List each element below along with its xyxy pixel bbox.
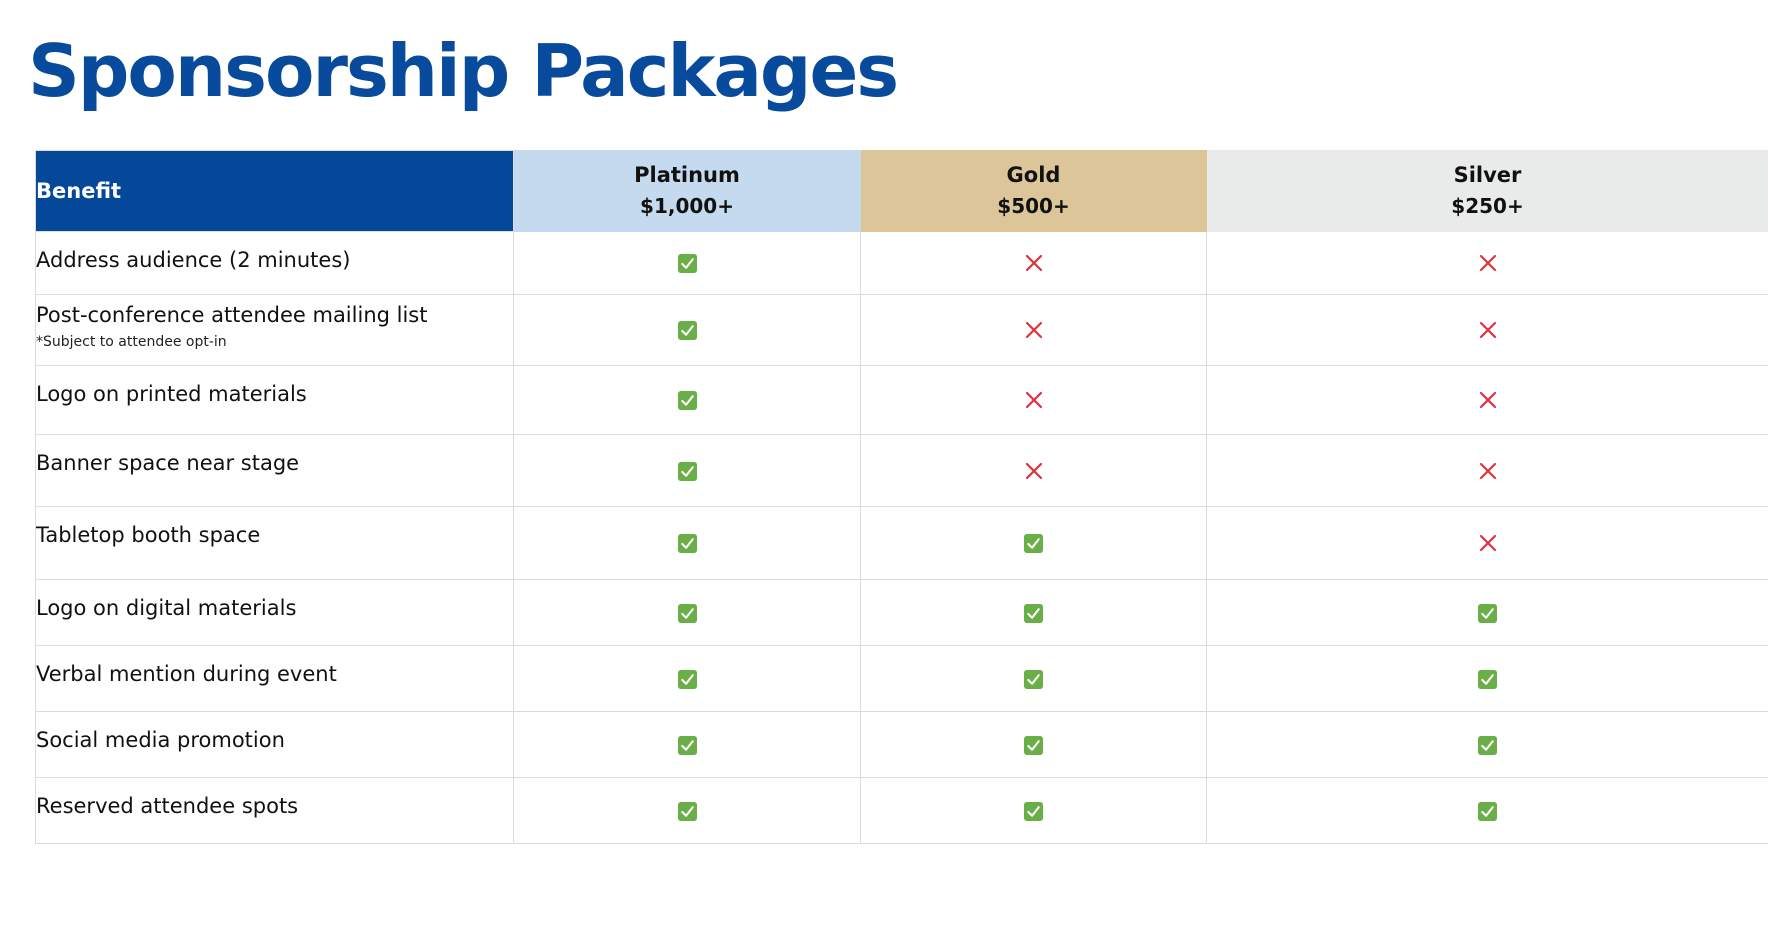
tier-header-silver: Silver $250+: [1206, 150, 1768, 232]
benefit-cell: Post-conference attendee mailing list *Su…: [35, 294, 514, 366]
benefit-label: Logo on printed materials: [36, 382, 307, 406]
benefit-label: Post-conference attendee mailing list: [36, 303, 428, 327]
check-box-icon: [1478, 735, 1497, 755]
tier-mark-cell: [513, 434, 861, 507]
check-box-icon: [1478, 801, 1497, 821]
cross-icon: [1479, 535, 1496, 552]
benefit-label: Tabletop booth space: [36, 523, 261, 547]
page-title: Sponsorship Packages: [28, 29, 899, 113]
tier-name: Platinum: [634, 163, 740, 187]
check-box-icon: [677, 321, 697, 340]
table-row: Address audience (2 minutes): [35, 231, 1768, 295]
table-row: Banner space near stage: [35, 434, 1768, 507]
benefit-label: Verbal mention during event: [36, 662, 337, 686]
tier-mark-cell: [1206, 434, 1768, 507]
tier-mark-cell: [1206, 506, 1768, 580]
benefit-note: *Subject to attendee opt-in: [36, 334, 227, 350]
tier-name: Gold: [1006, 163, 1061, 187]
benefit-cell: Verbal mention during event: [35, 645, 514, 712]
check-box-icon: [1024, 603, 1043, 623]
tier-header-platinum: Platinum $1,000+: [513, 150, 861, 232]
tier-mark-cell: [1206, 294, 1768, 366]
table-row: Reserved attendee spots: [35, 777, 1768, 844]
benefit-cell: Reserved attendee spots: [35, 777, 514, 844]
check-box-icon: [1024, 669, 1043, 689]
cross-icon: [1479, 392, 1496, 409]
benefit-cell: Banner space near stage: [35, 434, 514, 507]
tier-mark-cell: [860, 711, 1207, 778]
tier-name: Silver: [1453, 163, 1522, 187]
table-header-row: Benefit Platinum $1,000+ Gold $500+ Silv…: [35, 150, 1768, 232]
tier-mark-cell: [513, 579, 861, 646]
check-box-icon: [677, 603, 697, 623]
tier-mark-cell: [513, 711, 861, 778]
cross-icon: [1025, 462, 1042, 479]
benefit-label: Reserved attendee spots: [36, 794, 299, 818]
check-box-icon: [677, 254, 697, 273]
benefit-column-header: Benefit: [35, 150, 514, 232]
sponsorship-table: Benefit Platinum $1,000+ Gold $500+ Silv…: [35, 150, 1768, 844]
tier-mark-cell: [860, 365, 1207, 435]
benefit-label: Address audience (2 minutes): [36, 248, 351, 272]
check-box-icon: [677, 534, 697, 553]
tier-mark-cell: [1206, 231, 1768, 295]
benefit-label: Social media promotion: [36, 728, 285, 752]
tier-mark-cell: [513, 645, 861, 712]
benefit-cell: Address audience (2 minutes): [35, 231, 514, 295]
cross-icon: [1479, 255, 1496, 272]
benefit-rows: Address audience (2 minutes) Post-confere…: [35, 231, 1768, 844]
tier-mark-cell: [1206, 579, 1768, 646]
tier-price: $250+: [1451, 194, 1524, 218]
benefit-cell: Logo on printed materials: [35, 365, 514, 435]
tier-mark-cell: [860, 231, 1207, 295]
tier-mark-cell: [1206, 365, 1768, 435]
tier-mark-cell: [1206, 711, 1768, 778]
tier-mark-cell: [860, 579, 1207, 646]
table-row: Tabletop booth space: [35, 506, 1768, 580]
table-row: Post-conference attendee mailing list *Su…: [35, 294, 1768, 366]
table-row: Logo on digital materials: [35, 579, 1768, 646]
tier-mark-cell: [860, 506, 1207, 580]
check-box-icon: [677, 669, 697, 689]
tier-mark-cell: [513, 294, 861, 366]
tier-mark-cell: [860, 645, 1207, 712]
table-row: Logo on printed materials: [35, 365, 1768, 435]
tier-mark-cell: [1206, 777, 1768, 844]
cross-icon: [1479, 322, 1496, 339]
table-row: Verbal mention during event: [35, 645, 1768, 712]
benefit-cell: Logo on digital materials: [35, 579, 514, 646]
tier-mark-cell: [513, 506, 861, 580]
check-box-icon: [1024, 735, 1043, 755]
check-box-icon: [1478, 603, 1497, 623]
cross-icon: [1025, 255, 1042, 272]
check-box-icon: [1024, 801, 1043, 821]
check-box-icon: [677, 391, 697, 410]
check-box-icon: [677, 735, 697, 755]
tier-mark-cell: [860, 777, 1207, 844]
check-box-icon: [1478, 669, 1497, 689]
tier-mark-cell: [1206, 645, 1768, 712]
cross-icon: [1479, 462, 1496, 479]
benefit-label: Logo on digital materials: [36, 596, 297, 620]
tier-price: $500+: [997, 194, 1070, 218]
check-box-icon: [677, 801, 697, 821]
tier-mark-cell: [513, 777, 861, 844]
table-row: Social media promotion: [35, 711, 1768, 778]
check-box-icon: [1024, 534, 1043, 553]
benefit-label: Banner space near stage: [36, 451, 300, 475]
tier-header-gold: Gold $500+: [860, 150, 1207, 232]
benefit-cell: Social media promotion: [35, 711, 514, 778]
cross-icon: [1025, 392, 1042, 409]
tier-mark-cell: [860, 434, 1207, 507]
benefit-cell: Tabletop booth space: [35, 506, 514, 580]
check-box-icon: [677, 461, 697, 481]
cross-icon: [1025, 322, 1042, 339]
tier-price: $1,000+: [640, 194, 734, 218]
tier-mark-cell: [513, 231, 861, 295]
tier-mark-cell: [513, 365, 861, 435]
tier-mark-cell: [860, 294, 1207, 366]
